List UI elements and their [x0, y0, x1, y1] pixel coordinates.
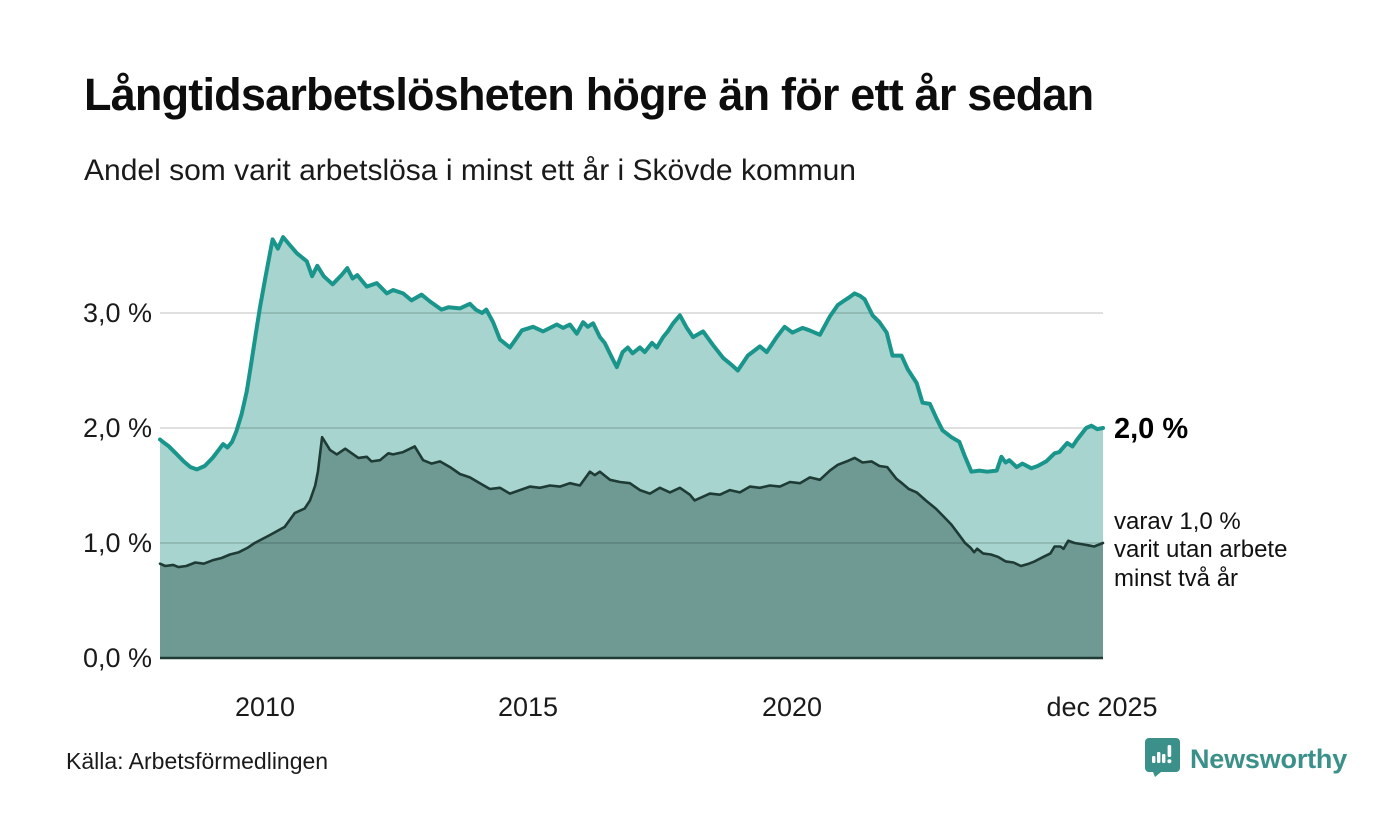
y-axis-tick-3: 3,0 %	[82, 298, 152, 328]
y-axis-tick-2: 2,0 %	[82, 413, 152, 443]
newsworthy-logo: Newsworthy	[1144, 737, 1348, 782]
y-axis-tick-1: 1,0 %	[82, 528, 152, 558]
x-axis-tick-2010: 2010	[234, 692, 296, 722]
newsworthy-bubble-chart-icon	[1144, 737, 1181, 782]
series-annotation: varav 1,0 % varit utan arbete minst två …	[1114, 508, 1288, 592]
page-title: Långtidsarbetslösheten högre än för ett …	[84, 69, 1094, 120]
y-axis-tick-0: 0,0 %	[82, 643, 152, 673]
chart-subtitle: Andel som varit arbetslösa i minst ett å…	[84, 154, 856, 187]
x-axis-tick-2020: 2020	[761, 692, 823, 722]
series-end-value-label: 2,0 %	[1114, 413, 1189, 445]
newsworthy-wordmark: Newsworthy	[1190, 743, 1348, 774]
x-axis-tick-dec-2025: dec 2025	[1046, 692, 1158, 722]
x-axis-tick-2015: 2015	[497, 692, 559, 722]
source-caption: Källa: Arbetsförmedlingen	[66, 748, 329, 774]
